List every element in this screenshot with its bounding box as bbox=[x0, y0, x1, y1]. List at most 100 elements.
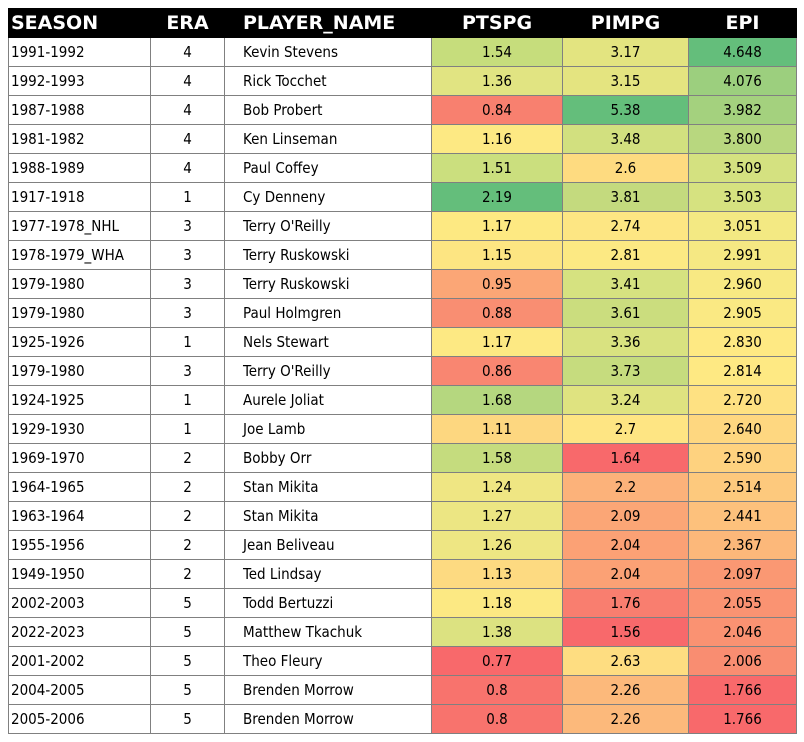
cell-epi: 2.046 bbox=[688, 617, 797, 647]
cell-era: 1 bbox=[150, 327, 225, 357]
cell-player-name: Rick Tocchet bbox=[224, 66, 432, 96]
cell-season: 2001-2002 bbox=[8, 646, 151, 676]
cell-ptspg: 0.8 bbox=[431, 704, 563, 734]
cell-epi: 3.509 bbox=[688, 153, 797, 183]
cell-player-name: Stan Mikita bbox=[224, 472, 432, 502]
cell-pimpg: 2.26 bbox=[562, 704, 689, 734]
table-row: 1979-1980 3 Paul Holmgren 0.88 3.61 2.905 bbox=[8, 298, 797, 328]
cell-ptspg: 1.17 bbox=[431, 211, 563, 241]
cell-pimpg: 3.15 bbox=[562, 66, 689, 96]
cell-player-name: Joe Lamb bbox=[224, 414, 432, 444]
table-row: 1977-1978_NHL 3 Terry O'Reilly 1.17 2.74 3.05… bbox=[8, 211, 797, 241]
cell-epi: 1.766 bbox=[688, 675, 797, 705]
cell-season: 1991-1992 bbox=[8, 37, 151, 67]
cell-season: 1949-1950 bbox=[8, 559, 151, 589]
cell-pimpg: 3.48 bbox=[562, 124, 689, 154]
cell-ptspg: 1.54 bbox=[431, 37, 563, 67]
cell-pimpg: 2.74 bbox=[562, 211, 689, 241]
table-row: 1917-1918 1 Cy Denneny 2.19 3.81 3.503 bbox=[8, 182, 797, 212]
cell-ptspg: 0.88 bbox=[431, 298, 563, 328]
table-row: 1979-1980 3 Terry Ruskowski 0.95 3.41 2.960 bbox=[8, 269, 797, 299]
cell-epi: 2.905 bbox=[688, 298, 797, 328]
table-row: 2002-2003 5 Todd Bertuzzi 1.18 1.76 2.055 bbox=[8, 588, 797, 618]
cell-pimpg: 2.09 bbox=[562, 501, 689, 531]
cell-epi: 2.991 bbox=[688, 240, 797, 270]
cell-player-name: Cy Denneny bbox=[224, 182, 432, 212]
cell-ptspg: 1.24 bbox=[431, 472, 563, 502]
cell-epi: 2.367 bbox=[688, 530, 797, 560]
cell-player-name: Todd Bertuzzi bbox=[224, 588, 432, 618]
cell-era: 2 bbox=[150, 443, 225, 473]
cell-ptspg: 1.68 bbox=[431, 385, 563, 415]
cell-epi: 3.982 bbox=[688, 95, 797, 125]
cell-player-name: Ken Linseman bbox=[224, 124, 432, 154]
cell-ptspg: 1.58 bbox=[431, 443, 563, 473]
cell-era: 4 bbox=[150, 95, 225, 125]
cell-epi: 3.051 bbox=[688, 211, 797, 241]
cell-season: 1981-1982 bbox=[8, 124, 151, 154]
cell-season: 1977-1978_NHL bbox=[8, 211, 151, 241]
cell-player-name: Brenden Morrow bbox=[224, 675, 432, 705]
table-row: 1988-1989 4 Paul Coffey 1.51 2.6 3.509 bbox=[8, 153, 797, 183]
cell-era: 3 bbox=[150, 269, 225, 299]
cell-player-name: Kevin Stevens bbox=[224, 37, 432, 67]
table-row: 1963-1964 2 Stan Mikita 1.27 2.09 2.441 bbox=[8, 501, 797, 531]
cell-epi: 2.055 bbox=[688, 588, 797, 618]
cell-ptspg: 0.84 bbox=[431, 95, 563, 125]
header-epi[interactable]: EPI bbox=[688, 8, 797, 38]
cell-epi: 2.830 bbox=[688, 327, 797, 357]
cell-season: 1987-1988 bbox=[8, 95, 151, 125]
table-row: 2004-2005 5 Brenden Morrow 0.8 2.26 1.766 bbox=[8, 675, 797, 705]
cell-ptspg: 1.13 bbox=[431, 559, 563, 589]
cell-pimpg: 1.76 bbox=[562, 588, 689, 618]
cell-ptspg: 0.8 bbox=[431, 675, 563, 705]
cell-player-name: Jean Beliveau bbox=[224, 530, 432, 560]
cell-era: 1 bbox=[150, 414, 225, 444]
table-row: 1991-1992 4 Kevin Stevens 1.54 3.17 4.648 bbox=[8, 37, 797, 67]
cell-era: 1 bbox=[150, 182, 225, 212]
cell-pimpg: 3.81 bbox=[562, 182, 689, 212]
table-row: 1981-1982 4 Ken Linseman 1.16 3.48 3.800 bbox=[8, 124, 797, 154]
cell-pimpg: 3.17 bbox=[562, 37, 689, 67]
cell-pimpg: 3.41 bbox=[562, 269, 689, 299]
header-season[interactable]: SEASON bbox=[8, 8, 151, 38]
cell-era: 4 bbox=[150, 153, 225, 183]
table-row: 1949-1950 2 Ted Lindsay 1.13 2.04 2.097 bbox=[8, 559, 797, 589]
header-pimpg[interactable]: PIMPG bbox=[562, 8, 689, 38]
cell-ptspg: 0.86 bbox=[431, 356, 563, 386]
cell-pimpg: 2.63 bbox=[562, 646, 689, 676]
cell-ptspg: 1.38 bbox=[431, 617, 563, 647]
cell-player-name: Bobby Orr bbox=[224, 443, 432, 473]
cell-player-name: Terry Ruskowski bbox=[224, 269, 432, 299]
cell-era: 2 bbox=[150, 559, 225, 589]
cell-epi: 2.097 bbox=[688, 559, 797, 589]
cell-era: 4 bbox=[150, 66, 225, 96]
cell-epi: 3.503 bbox=[688, 182, 797, 212]
cell-season: 2005-2006 bbox=[8, 704, 151, 734]
cell-ptspg: 1.17 bbox=[431, 327, 563, 357]
cell-era: 4 bbox=[150, 124, 225, 154]
cell-season: 1969-1970 bbox=[8, 443, 151, 473]
cell-pimpg: 2.26 bbox=[562, 675, 689, 705]
cell-pimpg: 2.04 bbox=[562, 559, 689, 589]
cell-era: 5 bbox=[150, 704, 225, 734]
cell-player-name: Brenden Morrow bbox=[224, 704, 432, 734]
table-row: 2001-2002 5 Theo Fleury 0.77 2.63 2.006 bbox=[8, 646, 797, 676]
cell-pimpg: 2.04 bbox=[562, 530, 689, 560]
cell-player-name: Aurele Joliat bbox=[224, 385, 432, 415]
header-era[interactable]: ERA bbox=[150, 8, 225, 38]
cell-season: 1979-1980 bbox=[8, 356, 151, 386]
cell-era: 2 bbox=[150, 501, 225, 531]
cell-era: 2 bbox=[150, 472, 225, 502]
header-ptspg[interactable]: PTSPG bbox=[431, 8, 563, 38]
cell-player-name: Matthew Tkachuk bbox=[224, 617, 432, 647]
cell-era: 5 bbox=[150, 588, 225, 618]
cell-pimpg: 3.73 bbox=[562, 356, 689, 386]
cell-season: 1978-1979_WHA bbox=[8, 240, 151, 270]
data-table-container: SEASON ERA PLAYER_NAME PTSPG PIMPG EPI 1… bbox=[8, 8, 797, 734]
cell-epi: 4.648 bbox=[688, 37, 797, 67]
cell-ptspg: 0.77 bbox=[431, 646, 563, 676]
cell-ptspg: 1.27 bbox=[431, 501, 563, 531]
table-row: 1929-1930 1 Joe Lamb 1.11 2.7 2.640 bbox=[8, 414, 797, 444]
header-player-name[interactable]: PLAYER_NAME bbox=[224, 8, 432, 38]
